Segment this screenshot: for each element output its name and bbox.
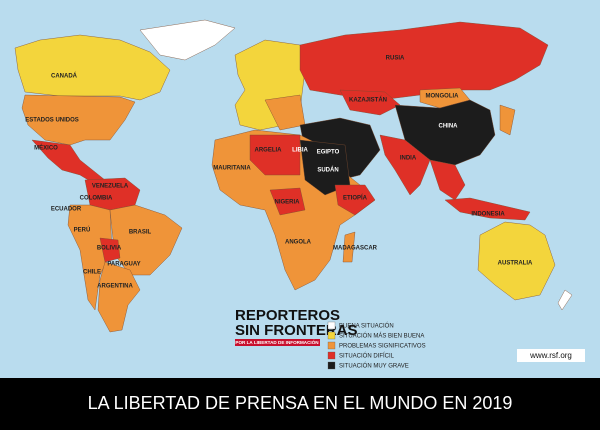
country-label: BRASIL (129, 230, 152, 236)
country-labels: CANADÁ ESTADOS UNIDOS MÉXICO VENEZUELA C… (25, 56, 533, 290)
country-label: MADAGASCAR (333, 246, 378, 252)
country-label: MAURITANIA (213, 166, 251, 172)
indonesia (444, 197, 531, 221)
legend-label: SITUACIÓN MUY GRAVE (339, 363, 409, 370)
nigeria (269, 187, 306, 216)
country-label: MÉXICO (34, 144, 58, 152)
legend: BUENA SITUACIÓN SITUACIÓN MÁS BIEN BUENA P… (327, 321, 426, 370)
usa (21, 94, 136, 146)
canada (14, 34, 171, 101)
greenland (139, 19, 236, 61)
legend-label: SITUACIÓN MÁS BIEN BUENA (339, 333, 424, 340)
country-label: NIGERIA (274, 200, 300, 206)
logo-line: REPORTEROS (235, 307, 340, 324)
country-label: LIBIA (292, 148, 308, 154)
legend-label: BUENA SITUACIÓN (339, 323, 394, 330)
legend-label: SITUACIÓN DIFÍCIL (339, 353, 395, 360)
country-label: AUSTRALIA (498, 261, 533, 267)
country-label: ETIOPÍA (343, 194, 368, 202)
north-africa (249, 134, 301, 176)
central-asia (339, 89, 401, 116)
country-label: KAZAJISTÁN (349, 97, 387, 104)
country-label: CHINA (439, 124, 459, 130)
australia (477, 221, 556, 301)
russia (299, 21, 549, 101)
country-label: ARGENTINA (97, 284, 133, 290)
country-label: RUSIA (386, 56, 405, 62)
logo: REPORTEROS SIN FRONTERAS POR LA LIBERTAD… (235, 307, 358, 346)
country-label: VENEZUELA (92, 184, 129, 190)
country-label: EGIPTO (317, 150, 340, 156)
country-label: SUDÁN (317, 167, 338, 174)
india (379, 134, 431, 196)
website-box (517, 349, 585, 362)
country-label: CHILE (83, 270, 101, 276)
legend-swatch (327, 331, 336, 340)
country-label: ANGOLA (285, 240, 312, 246)
se-asia (429, 159, 466, 201)
legend-swatch (327, 321, 336, 330)
country-label: INDIA (400, 156, 417, 162)
title: LA LIBERTAD DE PRENSA EN EL MUNDO EN 201… (88, 393, 513, 413)
ethiopia (334, 184, 376, 216)
website: www.rsf.org (529, 351, 572, 360)
legend-label: PROBLEMAS SIGNIFICATIVOS (339, 344, 426, 350)
country-label: MONGOLIA (426, 94, 460, 100)
legend-swatch (327, 341, 336, 350)
legend-swatch (327, 361, 336, 370)
logo-tagline: POR LA LIBERTAD DE INFORMACIÓN (235, 338, 319, 345)
country-label: PARAGUAY (107, 262, 140, 268)
logo-line: SIN FRONTERAS (235, 322, 358, 339)
andes (67, 204, 113, 311)
country-label: CANADÁ (51, 73, 78, 80)
country-label: COLOMBIA (80, 196, 113, 202)
country-label: BOLIVIA (97, 246, 122, 252)
title-band (0, 378, 600, 430)
country-label: PERÚ (74, 227, 91, 234)
japan (499, 104, 516, 136)
land (14, 19, 573, 333)
country-label: ESTADOS UNIDOS (25, 118, 79, 124)
logo-bar (235, 339, 320, 346)
country-label: ECUADOR (51, 207, 82, 213)
country-label: ARGELIA (255, 148, 283, 154)
legend-swatch (327, 351, 336, 360)
bolivia (99, 237, 121, 263)
argentina (97, 261, 141, 333)
madagascar (342, 231, 356, 263)
country-label: INDONESIA (471, 212, 505, 218)
new-zealand (557, 289, 573, 311)
